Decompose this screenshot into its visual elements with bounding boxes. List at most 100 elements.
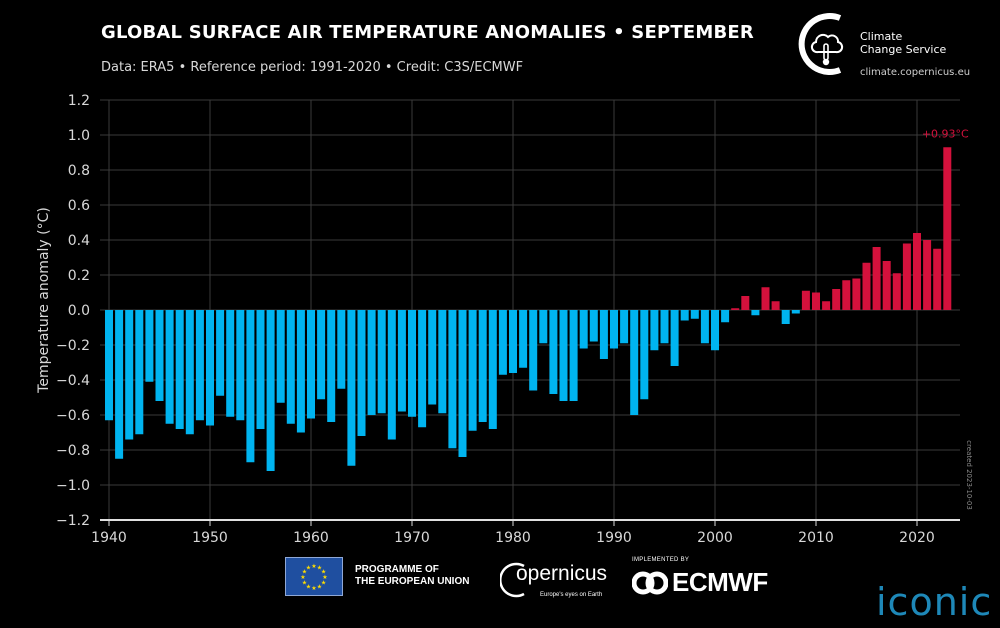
bar — [377, 310, 386, 414]
bar — [115, 310, 124, 459]
bar — [478, 310, 487, 422]
bar — [771, 301, 780, 310]
bar — [569, 310, 578, 401]
bar — [559, 310, 568, 401]
bar — [175, 310, 184, 429]
bar — [842, 280, 851, 310]
bar — [307, 310, 315, 419]
y-tick-label: −1.2 — [56, 513, 90, 529]
bar — [801, 290, 810, 310]
x-tick-label: 2020 — [899, 530, 935, 546]
x-tick-label: 2010 — [798, 530, 834, 546]
y-tick-label: −1.0 — [56, 478, 90, 494]
bar — [822, 301, 831, 310]
y-tick-label: 0.8 — [68, 163, 90, 179]
svg-text:★: ★ — [306, 564, 311, 571]
ecmwf-emblem-icon — [632, 571, 668, 595]
bar — [670, 310, 679, 366]
bar — [387, 310, 396, 440]
c3s-url[interactable]: climate.copernicus.eu — [860, 67, 971, 78]
bar — [286, 310, 295, 424]
bar — [468, 310, 477, 431]
bar — [741, 296, 750, 310]
eu-line1: PROGRAMME OF — [355, 564, 439, 575]
y-tick-label: 1.2 — [68, 93, 90, 109]
peak-annotation: +0.93°C — [922, 127, 969, 140]
bar — [125, 310, 134, 440]
iconic-watermark: iconic — [876, 580, 993, 624]
bar — [690, 310, 699, 319]
y-tick-label: 1.0 — [68, 128, 90, 144]
bar — [610, 310, 618, 349]
footer-logos: ★ ★ ★ ★ ★ ★ ★ ★ ★ ★ ★ ★ PROGRAMME OF THE EUROPEAN U… — [0, 548, 1000, 628]
svg-text:★: ★ — [311, 563, 316, 570]
bar — [781, 310, 790, 324]
bar — [347, 310, 356, 466]
x-tick-label: 1990 — [596, 530, 632, 546]
x-tick-label: 1960 — [293, 530, 329, 546]
bar — [509, 310, 517, 373]
svg-text:★: ★ — [300, 574, 305, 581]
bar — [812, 292, 820, 310]
bar — [731, 308, 740, 310]
copernicus-tagline: Europe's eyes on Earth — [540, 592, 603, 598]
c3s-name-line2: Change Service — [860, 43, 947, 56]
bar — [296, 310, 305, 433]
y-tick-label: 0.4 — [68, 233, 90, 249]
bar-chart: −1.2 −1.0 −0.8 −0.6 −0.4 −0.2 0.0 0.2 0.4 0.6 0.8 1… — [36, 93, 973, 546]
bar — [367, 310, 376, 415]
bar — [165, 310, 174, 424]
bar — [872, 247, 881, 310]
bar — [145, 310, 154, 382]
bar — [680, 310, 689, 321]
c3s-logo[interactable]: Climate Change Service climate.copernicu… — [794, 12, 984, 82]
c3s-name: Climate Change Service — [860, 30, 946, 56]
bar — [660, 310, 669, 344]
bar — [913, 233, 921, 310]
bar — [226, 310, 235, 417]
bar — [751, 310, 760, 316]
bar — [448, 310, 457, 449]
bar — [791, 310, 800, 314]
bar — [599, 310, 608, 359]
copernicus-c-icon — [500, 562, 525, 598]
bar — [620, 310, 629, 344]
bar — [852, 278, 861, 310]
ecmwf-wordmark: ECMWF — [672, 567, 768, 597]
x-tick-label: 1940 — [91, 530, 127, 546]
bar — [216, 310, 225, 396]
bar — [832, 289, 841, 310]
y-tick-label: −0.8 — [56, 443, 90, 459]
bar — [943, 147, 952, 310]
copernicus-logo[interactable]: opernicus Europe's eyes on Earth — [500, 558, 610, 606]
ecmwf-logo[interactable]: IMPLEMENTED BY ECMWF — [632, 557, 782, 602]
y-tick-label: −0.4 — [56, 373, 90, 389]
y-tick-label: 0.2 — [68, 268, 90, 284]
bar — [135, 310, 144, 435]
bar — [246, 310, 255, 463]
bar — [105, 310, 113, 421]
x-tick-label: 1950 — [192, 530, 228, 546]
bar — [276, 310, 285, 403]
c3s-emblem-icon — [798, 13, 844, 75]
bar — [882, 261, 891, 310]
bar — [488, 310, 497, 429]
bar — [337, 310, 346, 389]
y-axis-label: Temperature anomaly (°C) — [36, 207, 52, 394]
x-tick-label: 1970 — [394, 530, 430, 546]
y-tick-label: −0.6 — [56, 408, 90, 424]
x-tick-label: 1980 — [495, 530, 531, 546]
bar — [498, 310, 507, 375]
chart-subtitle: Data: ERA5 • Reference period: 1991-2020… — [101, 60, 524, 75]
bar — [529, 310, 538, 391]
bar — [256, 310, 265, 429]
bar — [428, 310, 437, 405]
ecmwf-implemented-label: IMPLEMENTED BY — [632, 557, 690, 563]
bar — [721, 310, 730, 323]
bar — [902, 243, 911, 310]
created-note: created 2023-10-03 — [965, 440, 973, 510]
bar — [923, 240, 932, 310]
bar — [155, 310, 164, 401]
bar — [438, 310, 447, 414]
svg-text:★: ★ — [311, 585, 316, 592]
